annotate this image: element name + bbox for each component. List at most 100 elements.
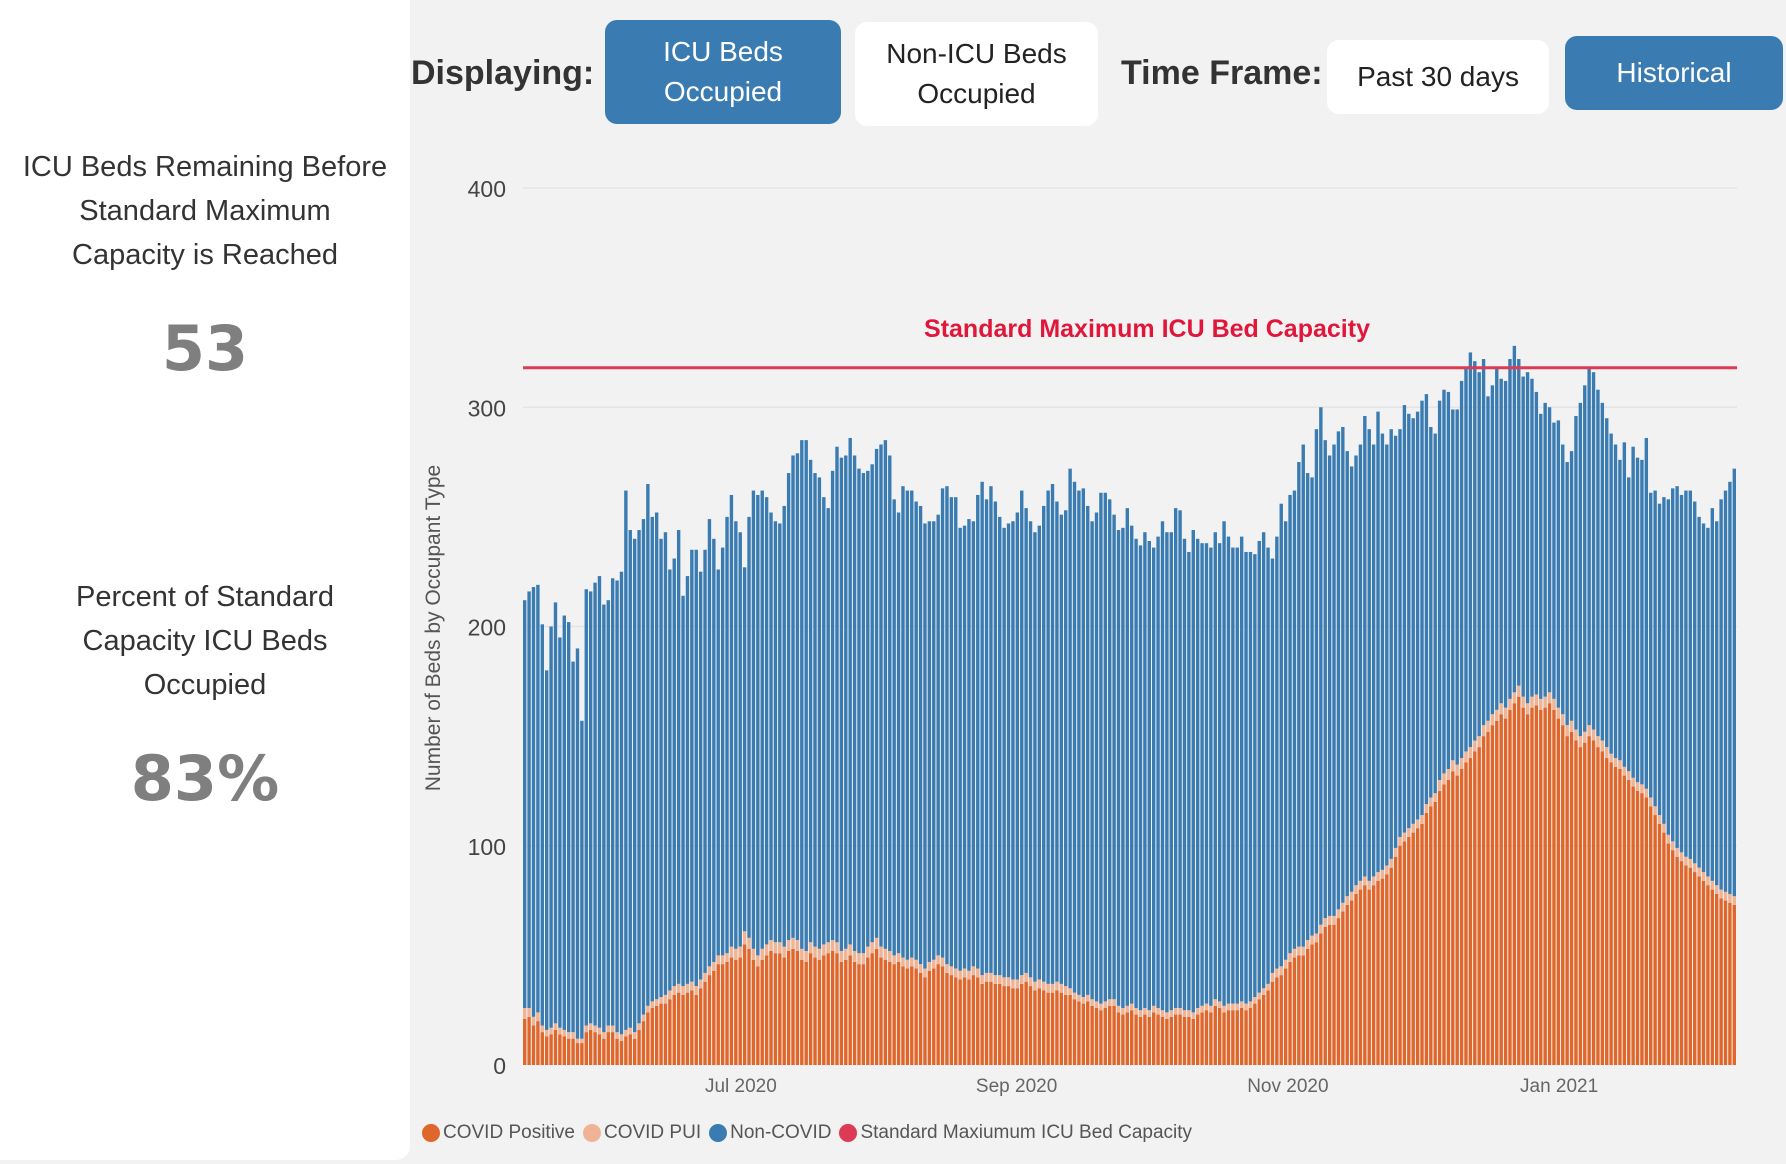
legend-item-covid-pui[interactable]: COVID PUI bbox=[582, 1122, 701, 1144]
bar-covid-pui bbox=[1477, 736, 1481, 748]
icu-beds-button[interactable]: ICU Beds Occupied bbox=[605, 20, 841, 124]
bar-covid-positive bbox=[901, 966, 905, 1065]
bar-non-covid bbox=[879, 444, 883, 947]
bar-covid-pui bbox=[716, 955, 720, 965]
y-tick-label: 0 bbox=[493, 1053, 506, 1079]
bar-covid-pui bbox=[962, 968, 967, 978]
bar-covid-pui bbox=[1301, 946, 1305, 956]
bar-covid-positive bbox=[949, 975, 954, 1065]
bar-covid-positive bbox=[584, 1032, 588, 1065]
bar-covid-positive bbox=[1415, 828, 1420, 1065]
bar-covid-pui bbox=[1429, 797, 1433, 807]
bar-covid-positive bbox=[1332, 924, 1336, 1065]
bar-non-covid bbox=[1037, 525, 1042, 980]
bar-covid-pui bbox=[1398, 836, 1402, 846]
bar-non-covid bbox=[1468, 352, 1473, 748]
bar-covid-pui bbox=[1068, 988, 1072, 995]
bar-covid-positive bbox=[1204, 1010, 1209, 1065]
bar-non-covid bbox=[1679, 494, 1684, 853]
bar-covid-pui bbox=[800, 948, 804, 960]
button-label: Occupied bbox=[663, 76, 783, 107]
bar-covid-positive bbox=[786, 950, 791, 1065]
bar-covid-pui bbox=[1600, 740, 1605, 752]
bar-covid-pui bbox=[1530, 696, 1534, 708]
bar-non-covid bbox=[1420, 400, 1424, 816]
bar-non-covid bbox=[1033, 532, 1037, 982]
bar-covid-positive bbox=[1640, 793, 1644, 1065]
bar-non-covid bbox=[1578, 402, 1583, 737]
bar-covid-positive bbox=[1442, 784, 1446, 1065]
bar-covid-positive bbox=[540, 1032, 544, 1065]
bar-covid-positive bbox=[1226, 1010, 1231, 1065]
bar-covid-pui bbox=[844, 948, 848, 960]
bar-covid-pui bbox=[1697, 867, 1701, 877]
historical-button[interactable]: Historical bbox=[1565, 36, 1783, 110]
bar-non-covid bbox=[571, 661, 575, 1033]
bar-covid-pui bbox=[1609, 753, 1613, 763]
bar-non-covid bbox=[791, 455, 795, 938]
legend-item-non-covid[interactable]: Non-COVID bbox=[709, 1122, 831, 1144]
bar-covid-pui bbox=[1103, 1001, 1108, 1008]
bar-covid-pui bbox=[1587, 725, 1591, 737]
bar-non-covid bbox=[628, 530, 632, 1028]
bar-covid-pui bbox=[1108, 999, 1112, 1006]
bar-covid-positive bbox=[1112, 1005, 1116, 1065]
bar-covid-positive bbox=[549, 1034, 553, 1065]
bar-non-covid bbox=[1279, 503, 1283, 967]
bar-covid-pui bbox=[980, 975, 984, 984]
bar-non-covid bbox=[1407, 413, 1411, 829]
bar-covid-pui bbox=[888, 950, 892, 962]
bar-non-covid bbox=[553, 602, 558, 1024]
bar-covid-pui bbox=[773, 942, 778, 954]
bar-non-covid bbox=[1565, 462, 1569, 726]
bars bbox=[523, 345, 1736, 1065]
bar-covid-positive bbox=[993, 983, 998, 1065]
bar-covid-pui bbox=[1565, 725, 1569, 737]
bar-covid-pui bbox=[835, 942, 839, 954]
legend-item-covid-positive[interactable]: COVID Positive bbox=[422, 1122, 575, 1144]
bar-covid-pui bbox=[632, 1032, 637, 1039]
bar-covid-positive bbox=[1147, 1016, 1151, 1065]
bar-covid-positive bbox=[1305, 948, 1310, 1065]
bar-covid-pui bbox=[927, 961, 932, 971]
bar-covid-positive bbox=[782, 957, 786, 1065]
bar-covid-pui bbox=[580, 1038, 584, 1044]
bar-covid-pui bbox=[1701, 872, 1706, 881]
bar-covid-positive bbox=[830, 950, 835, 1065]
past-30-days-button[interactable]: Past 30 days bbox=[1327, 40, 1549, 114]
bar-covid-positive bbox=[646, 1012, 650, 1065]
bar-non-covid bbox=[597, 576, 602, 1028]
bar-non-covid bbox=[540, 624, 544, 1026]
bar-covid-pui bbox=[1231, 1003, 1235, 1011]
non-icu-beds-button[interactable]: Non-ICU Beds Occupied bbox=[855, 22, 1098, 126]
bar-non-covid bbox=[888, 455, 892, 951]
bar-covid-positive bbox=[1099, 1010, 1103, 1065]
bar-non-covid bbox=[1151, 547, 1156, 1006]
bar-covid-positive bbox=[1349, 900, 1354, 1065]
bar-covid-positive bbox=[637, 1029, 641, 1065]
bar-covid-pui bbox=[1024, 972, 1028, 982]
legend-item-capacity[interactable]: Standard Maxiumum ICU Bed Capacity bbox=[839, 1122, 1192, 1144]
bar-non-covid bbox=[1327, 455, 1332, 916]
bar-covid-pui bbox=[553, 1023, 558, 1030]
bar-covid-positive bbox=[681, 994, 685, 1065]
bar-covid-pui bbox=[597, 1027, 602, 1035]
bar-covid-pui bbox=[1130, 1003, 1134, 1011]
bar-non-covid bbox=[1143, 532, 1147, 1008]
bar-non-covid bbox=[1310, 477, 1314, 936]
bar-covid-positive bbox=[1275, 977, 1279, 1065]
bar-covid-pui bbox=[1402, 832, 1407, 842]
bar-non-covid bbox=[874, 448, 879, 938]
bar-covid-pui bbox=[1662, 823, 1666, 833]
x-tick-label: Nov 2020 bbox=[1247, 1076, 1328, 1097]
bar-covid-pui bbox=[1064, 986, 1068, 995]
bar-non-covid bbox=[1068, 468, 1072, 989]
bar-covid-pui bbox=[1486, 720, 1490, 732]
bar-covid-positive bbox=[756, 966, 760, 1065]
bar-non-covid bbox=[1517, 359, 1521, 686]
bar-covid-positive bbox=[720, 964, 725, 1065]
bar-non-covid bbox=[1367, 429, 1371, 881]
bar-non-covid bbox=[1217, 543, 1222, 1002]
bar-covid-pui bbox=[830, 940, 835, 951]
bar-non-covid bbox=[1622, 442, 1627, 767]
